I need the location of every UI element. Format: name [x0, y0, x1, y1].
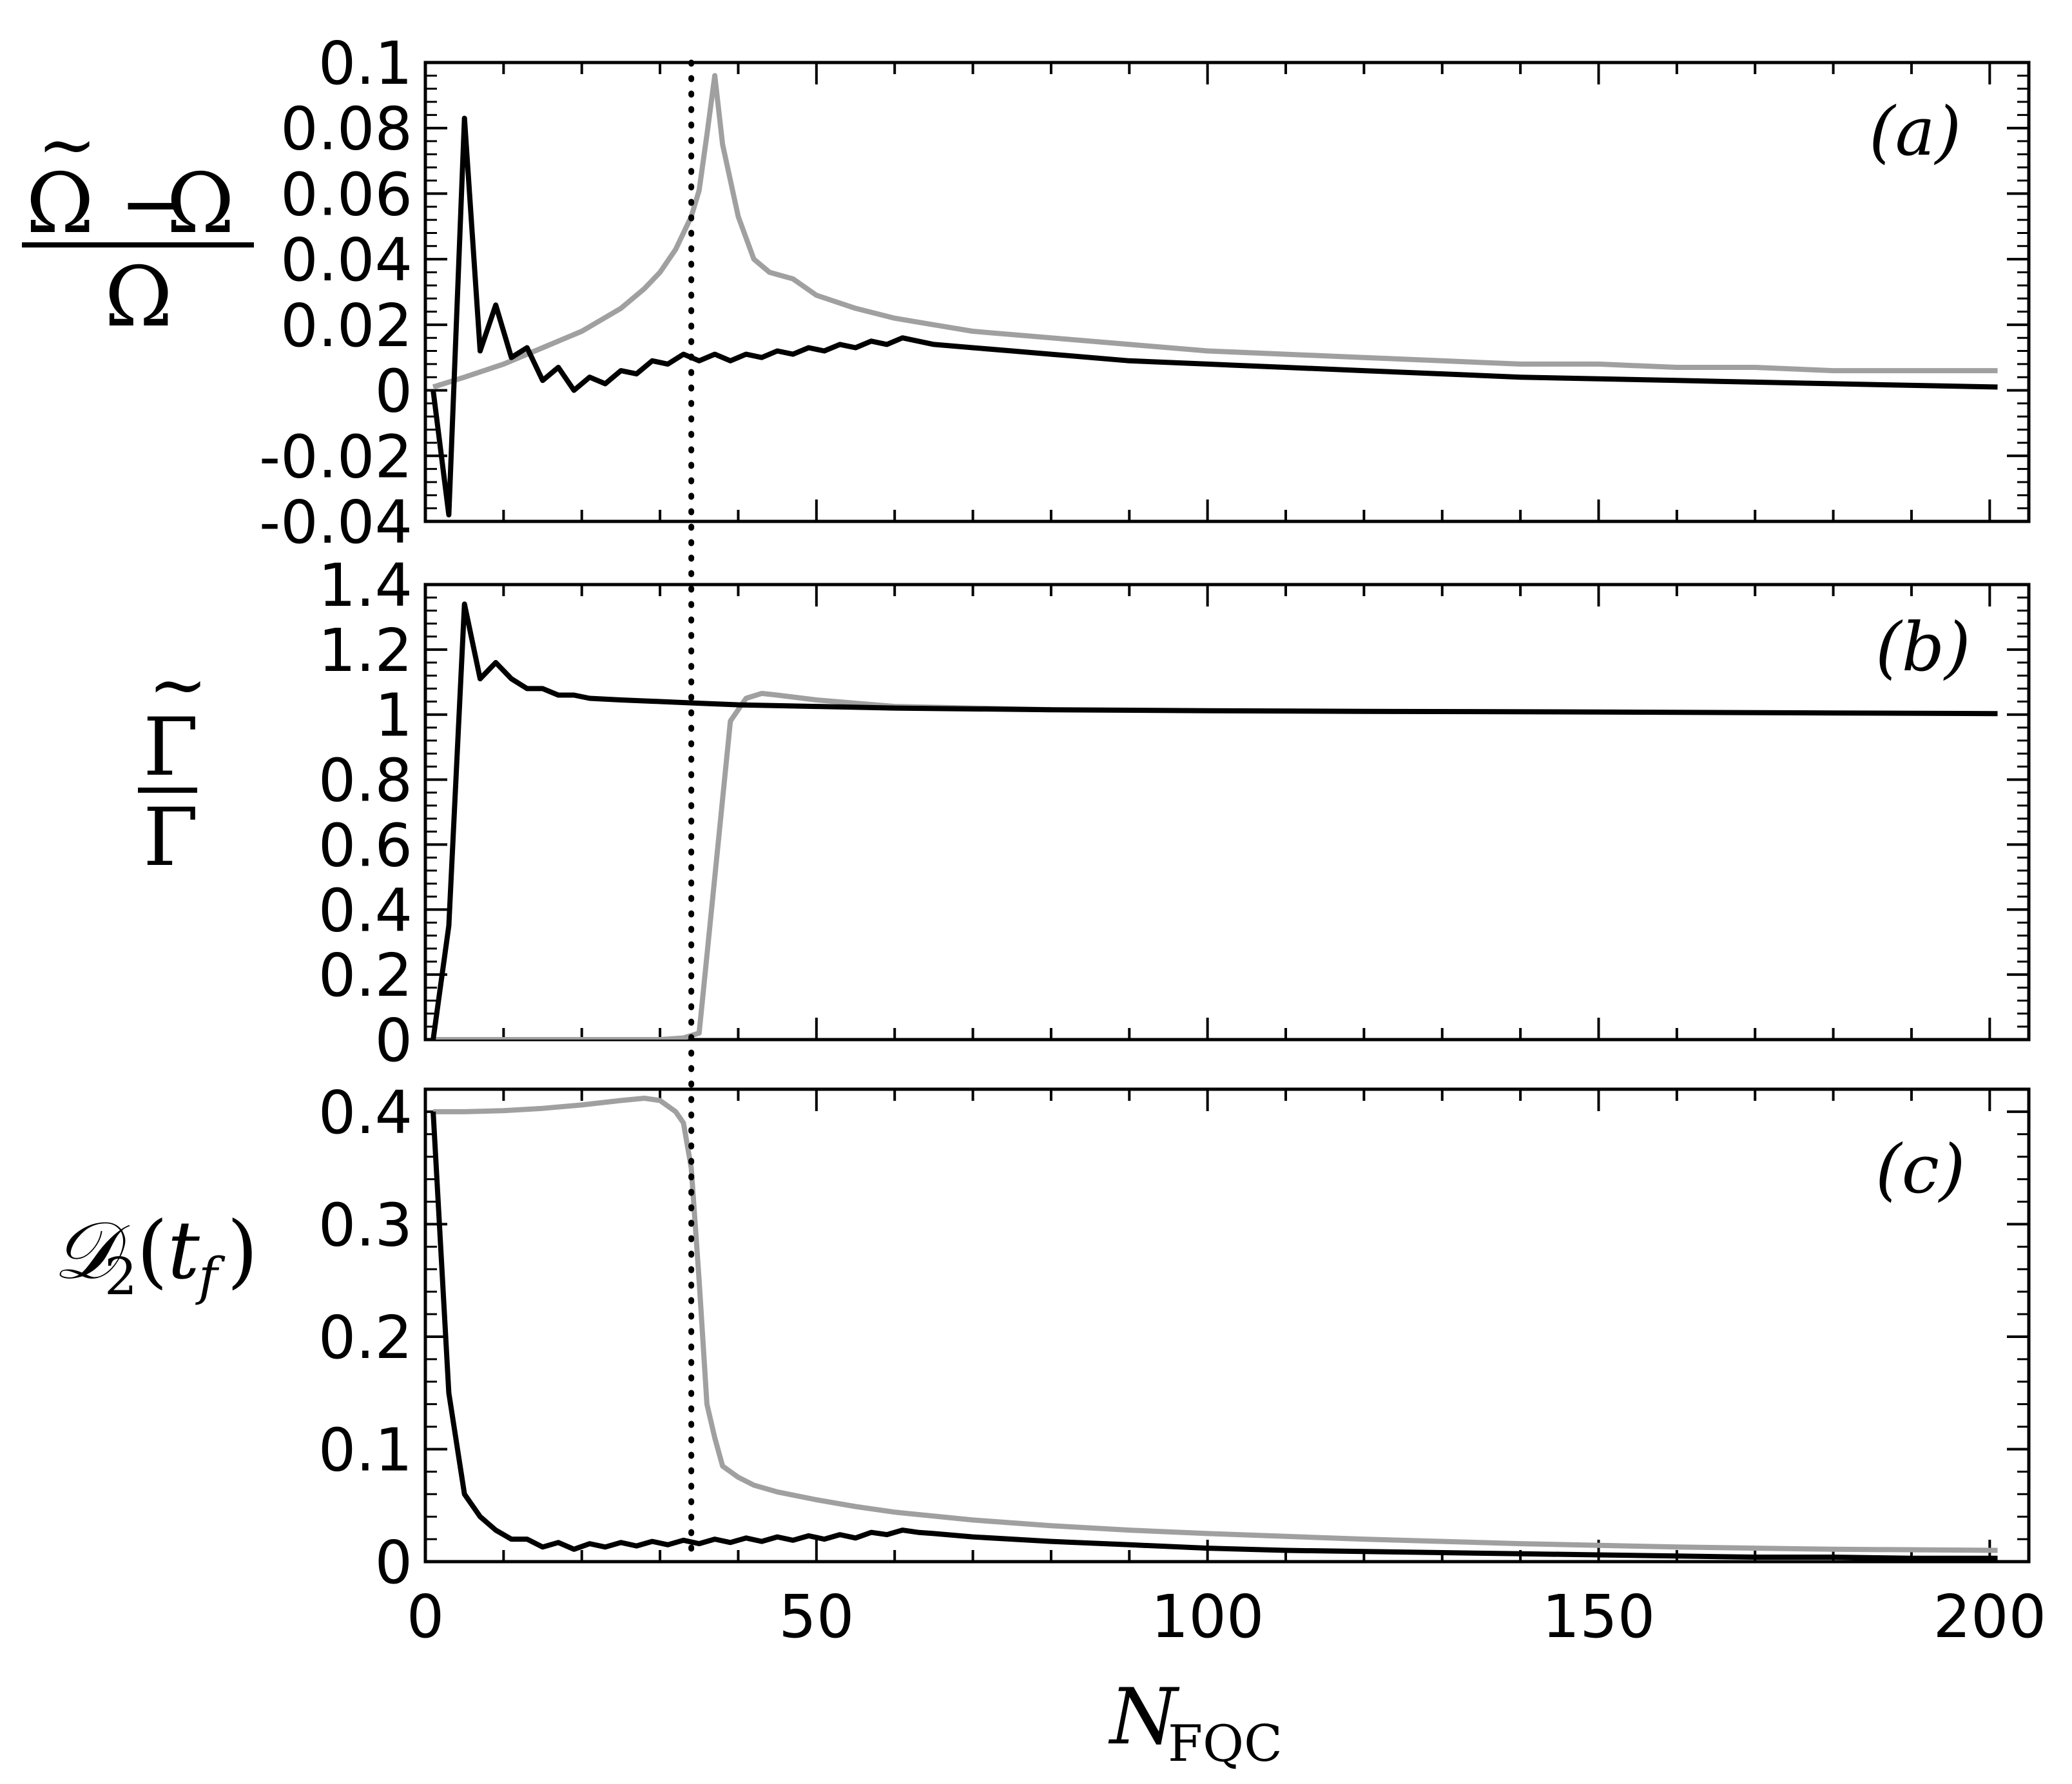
svg-text:Ω: Ω [104, 249, 173, 345]
series-line-b-black [431, 601, 1998, 1040]
y-tick-label-a: 0.02 [280, 291, 412, 360]
ylabel-c: 𝒟 2 ( t f ) [53, 1205, 258, 1306]
x-axis-label-main: N [1108, 1672, 1180, 1762]
x-tick-label: 100 [1151, 1582, 1264, 1651]
panel-c: 0.4 0.3 0.2 0.1 0 (c) [318, 1078, 2031, 1597]
svg-text:Ω: Ω [26, 156, 94, 252]
series-line-b-gray [433, 690, 1051, 1040]
svg-text:−: − [119, 156, 188, 252]
panel-tag-c: (c) [1875, 1130, 1965, 1208]
x-tick-label: 150 [1542, 1582, 1656, 1651]
y-tick-label-a: -0.04 [259, 488, 412, 557]
y-tick-label-b: 1.4 [318, 551, 412, 620]
y-tick-label-b: 1.2 [318, 616, 412, 685]
y-tick-label-a: 0.06 [280, 160, 412, 229]
y-tick-label-b: 0.4 [318, 876, 412, 945]
series-line-a-black [431, 115, 1998, 518]
y-tick-label-a: -0.02 [259, 422, 412, 491]
plot-frame-a [423, 61, 2031, 523]
svg-text:t: t [168, 1205, 200, 1297]
x-tick-label: 200 [1933, 1582, 2047, 1651]
x-tick-label: 0 [407, 1582, 445, 1651]
plot-frame-c [423, 1087, 2031, 1564]
y-tick-label-c: 0.2 [318, 1303, 412, 1372]
y-tick-label-b: 0.6 [318, 811, 412, 880]
x-axis-label: N FQC [1108, 1672, 1283, 1773]
svg-text:Γ: Γ [143, 791, 198, 884]
y-tick-label-b: 1 [374, 681, 412, 750]
x-tick-label: 50 [779, 1582, 854, 1651]
panel-a: 0.10.080.060.040.020-0.02-0.04 (a) [259, 29, 2031, 557]
ylabel-a: Ω ~ − Ω Ω [22, 103, 254, 345]
y-tick-label-a: 0.1 [318, 29, 412, 98]
y-tick-label-c: 0.4 [318, 1078, 412, 1147]
y-tick-label-c: 0.3 [318, 1190, 412, 1259]
y-tick-label-a: 0.04 [280, 226, 412, 295]
series-line-c-black [431, 1111, 1998, 1561]
x-axis-label-sub: FQC [1168, 1715, 1283, 1773]
svg-text:~: ~ [37, 103, 97, 186]
svg-text:f: f [195, 1246, 226, 1306]
y-tick-label-b: 0.2 [318, 941, 412, 1010]
svg-text:Ω: Ω [166, 156, 235, 252]
svg-text:): ) [227, 1205, 258, 1297]
panels: 0.10.080.060.040.020-0.02-0.04(a)1.41.21… [259, 29, 2046, 1651]
plot-frame-b [423, 583, 2031, 1042]
y-tick-label-a: 0 [374, 357, 412, 426]
series-line-a-gray [432, 73, 1998, 390]
svg-text:(: ( [137, 1205, 168, 1297]
series-line-c-gray [433, 1096, 1998, 1553]
y-tick-label-a: 0.08 [280, 95, 412, 164]
y-tick-label-b: 0.8 [318, 746, 412, 815]
svg-text:~: ~ [148, 643, 208, 726]
panel-tag-b: (b) [1875, 608, 1971, 686]
ylabel-b: Γ ~ Γ [138, 643, 208, 884]
panel-b: 1.41.210.80.60.40.20 (b) [318, 551, 2031, 1075]
y-tick-label-c: 0.1 [318, 1415, 412, 1484]
y-tick-label-c: 0 [374, 1528, 412, 1597]
y-tick-label-b: 0 [374, 1006, 412, 1075]
svg-text:Γ: Γ [143, 701, 198, 794]
svg-text:2: 2 [104, 1246, 137, 1306]
panel-tag-a: (a) [1869, 92, 1961, 171]
